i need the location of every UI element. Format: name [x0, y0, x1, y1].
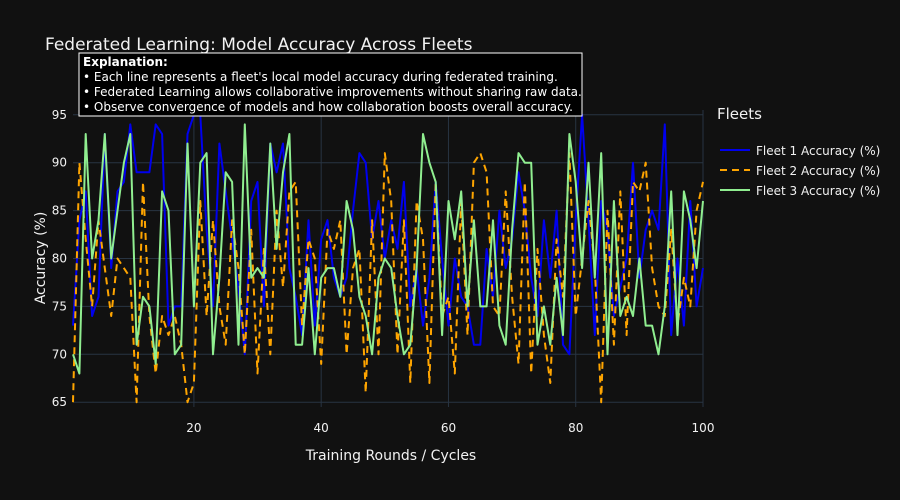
- y-tick-labels: 65 70 75 80 85 90 95: [52, 108, 67, 409]
- annotation-line-1: • Each line represents a fleet's local m…: [83, 70, 558, 84]
- series-line-fleet-1: [72, 113, 704, 356]
- legend-item-fleet-2[interactable]: Fleet 2 Accuracy (%): [720, 164, 880, 178]
- x-tick-label: 80: [568, 421, 583, 435]
- legend-title: Fleets: [717, 105, 762, 123]
- y-tick-label: 95: [52, 108, 67, 122]
- x-tick-label: 100: [692, 421, 715, 435]
- legend-label-fleet-1: Fleet 1 Accuracy (%): [756, 144, 880, 158]
- series-line-fleet-3: [72, 123, 704, 375]
- y-tick-label: 65: [52, 395, 67, 409]
- y-tick-label: 70: [52, 347, 67, 361]
- legend-item-fleet-1[interactable]: Fleet 1 Accuracy (%): [720, 144, 880, 158]
- chart-title: Federated Learning: Model Accuracy Acros…: [45, 35, 473, 55]
- y-tick-label: 85: [52, 204, 67, 218]
- annotation-line-2: • Federated Learning allows collaborativ…: [83, 85, 582, 99]
- y-axis-label: Accuracy (%): [33, 212, 49, 305]
- x-tick-labels: 20 40 60 80 100: [186, 421, 714, 435]
- annotation-background: [78, 52, 583, 117]
- legend: Fleets Fleet 1 Accuracy (%) Fleet 2 Accu…: [717, 105, 880, 198]
- x-tick-label: 40: [314, 421, 329, 435]
- x-gridlines: [193, 110, 704, 407]
- x-axis-label: Training Rounds / Cycles: [305, 448, 476, 464]
- annotation-box: Explanation: • Each line represents a fl…: [78, 52, 583, 117]
- y-tick-label: 90: [52, 156, 67, 170]
- legend-label-fleet-2: Fleet 2 Accuracy (%): [756, 164, 880, 178]
- annotation-line-3: • Observe convergence of models and how …: [83, 100, 573, 114]
- legend-item-fleet-3[interactable]: Fleet 3 Accuracy (%): [720, 184, 880, 198]
- series-lines: [72, 113, 704, 404]
- y-gridlines: [73, 114, 703, 403]
- x-tick-label: 20: [186, 421, 201, 435]
- legend-label-fleet-3: Fleet 3 Accuracy (%): [756, 184, 880, 198]
- annotation-title: Explanation:: [83, 55, 168, 69]
- series-line-fleet-2: [72, 152, 704, 404]
- y-tick-label: 80: [52, 252, 67, 266]
- y-tick-label: 75: [52, 299, 67, 313]
- x-tick-label: 60: [441, 421, 456, 435]
